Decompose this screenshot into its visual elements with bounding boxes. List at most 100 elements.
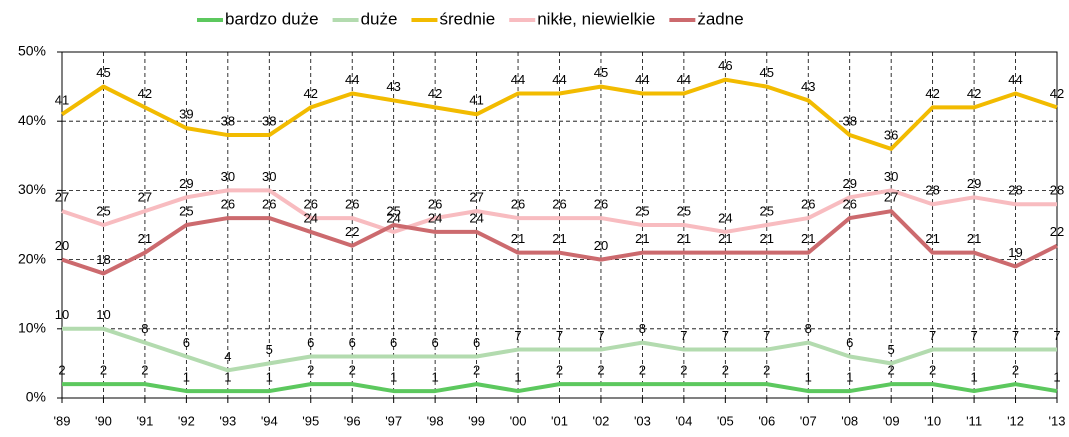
data-label: 24: [428, 210, 442, 225]
legend-label: nikłe, niewielkie: [537, 9, 655, 28]
x-tick-label: '98: [427, 413, 444, 428]
y-tick-label: 30%: [18, 181, 46, 197]
data-label: 27: [55, 190, 69, 205]
x-tick-label: '89: [54, 413, 71, 428]
series-line: [60, 77, 1058, 151]
data-label: 8: [639, 321, 646, 336]
data-label: 44: [552, 72, 566, 87]
data-label: 27: [138, 190, 152, 205]
data-label: 20: [594, 238, 608, 253]
data-label: 1: [183, 370, 190, 385]
data-label: 42: [967, 86, 981, 101]
data-label: 36: [884, 127, 898, 142]
data-label: 26: [511, 197, 525, 212]
x-tick-label: '03: [634, 413, 651, 428]
data-label: 4: [224, 349, 231, 364]
data-label: 42: [428, 86, 442, 101]
data-label: 8: [141, 321, 148, 336]
data-label: 44: [635, 72, 649, 87]
data-label: 22: [345, 224, 359, 239]
data-label: 2: [349, 363, 356, 378]
data-label: 26: [262, 197, 276, 212]
data-label: 21: [635, 231, 649, 246]
data-label: 44: [677, 72, 691, 87]
data-label: 20: [55, 238, 69, 253]
y-tick-label: 40%: [18, 112, 46, 128]
x-tick-label: '90: [95, 413, 112, 428]
data-label: 27: [469, 190, 483, 205]
data-label: 7: [514, 328, 521, 343]
data-label: 26: [594, 197, 608, 212]
data-label: 22: [1050, 224, 1064, 239]
series-line: [62, 326, 1057, 373]
data-label: 25: [760, 203, 774, 218]
data-label: 1: [390, 370, 397, 385]
data-label: 21: [925, 231, 939, 246]
data-label: 44: [1008, 72, 1022, 87]
data-label: 42: [138, 86, 152, 101]
data-label: 2: [929, 363, 936, 378]
data-label: 24: [386, 210, 400, 225]
data-label: 2: [680, 363, 687, 378]
data-label: 28: [925, 183, 939, 198]
x-tick-label: '92: [178, 413, 195, 428]
data-label: 25: [677, 203, 691, 218]
data-label: 21: [138, 231, 152, 246]
data-label: 42: [1050, 86, 1064, 101]
data-label: 2: [473, 363, 480, 378]
data-label: 24: [469, 210, 483, 225]
y-tick-label: 10%: [18, 320, 46, 336]
data-label: 7: [763, 328, 770, 343]
series-line: [62, 382, 1058, 394]
data-label: 2: [639, 363, 646, 378]
data-label: 2: [141, 363, 148, 378]
data-label: 2: [100, 363, 107, 378]
data-label: 42: [925, 86, 939, 101]
data-label: 42: [304, 86, 318, 101]
data-label: 38: [262, 113, 276, 128]
data-label: 25: [96, 203, 110, 218]
data-label: 2: [58, 363, 65, 378]
data-label: 26: [345, 197, 359, 212]
x-tick-label: '13: [1049, 413, 1066, 428]
data-label: 2: [763, 363, 770, 378]
data-label: 21: [677, 231, 691, 246]
data-label: 26: [428, 197, 442, 212]
data-label: 6: [473, 335, 480, 350]
x-tick-label: '94: [261, 413, 278, 428]
x-tick-label: '96: [344, 413, 361, 428]
data-label: 18: [96, 252, 110, 267]
data-label: 2: [1012, 363, 1019, 378]
data-label: 7: [1053, 328, 1060, 343]
data-label: 1: [224, 370, 231, 385]
x-tick-label: '05: [717, 413, 734, 428]
data-label: 21: [718, 231, 732, 246]
data-label: 45: [96, 65, 110, 80]
data-label: 7: [722, 328, 729, 343]
x-tick-label: '11: [966, 413, 982, 428]
data-label: 26: [552, 197, 566, 212]
x-tick-label: '09: [883, 413, 900, 428]
data-label: 8: [805, 321, 812, 336]
x-tick-label: '12: [1007, 413, 1024, 428]
data-label: 38: [842, 113, 856, 128]
x-tick-label: '10: [924, 413, 941, 428]
data-label: 2: [597, 363, 604, 378]
data-label: 45: [760, 65, 774, 80]
data-label: 5: [266, 342, 273, 357]
data-label: 30: [884, 169, 898, 184]
data-label: 29: [179, 176, 193, 191]
data-label: 24: [718, 210, 732, 225]
data-label: 1: [432, 370, 439, 385]
data-label: 5: [888, 342, 895, 357]
data-label: 21: [801, 231, 815, 246]
data-label: 10: [96, 307, 110, 322]
x-tick-label: '97: [385, 413, 402, 428]
legend-label: średnie: [439, 9, 495, 28]
data-label: 41: [469, 93, 483, 108]
data-label: 41: [55, 93, 69, 108]
x-tick-label: '08: [841, 413, 858, 428]
data-label: 25: [635, 203, 649, 218]
data-label: 1: [266, 370, 273, 385]
data-label: 39: [179, 107, 193, 122]
